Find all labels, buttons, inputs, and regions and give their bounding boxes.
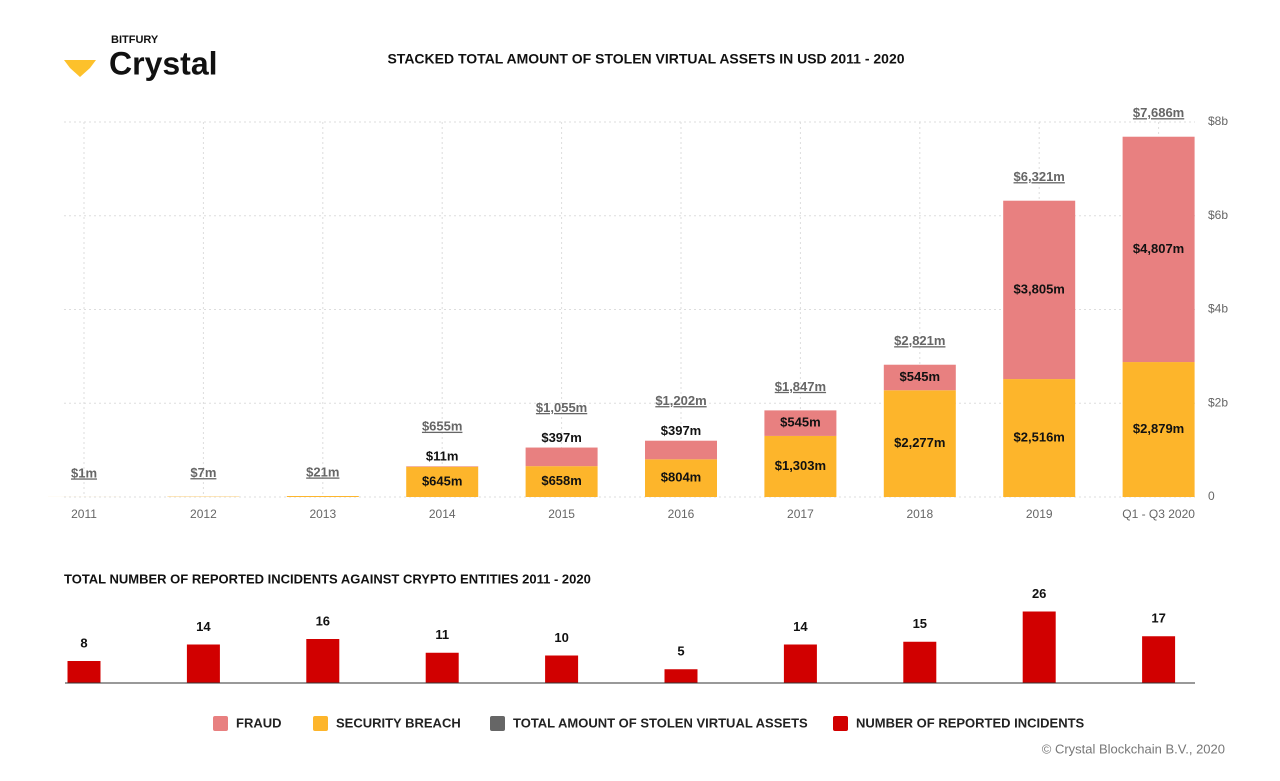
bar-segment — [764, 410, 837, 436]
x-tick-label: 2014 — [429, 507, 456, 521]
chart-title: STACKED TOTAL AMOUNT OF STOLEN VIRTUAL A… — [387, 51, 904, 67]
total-label: $2,821m — [894, 333, 945, 348]
total-label: $1,847m — [775, 379, 826, 394]
legend-swatch — [833, 716, 848, 731]
legend-swatch — [490, 716, 505, 731]
bar — [306, 639, 340, 683]
y-tick-label: $2b — [1208, 395, 1228, 409]
x-tick-label: 2017 — [787, 507, 814, 521]
y-tick-label: 0 — [1208, 489, 1215, 503]
data-label: $1,303m — [775, 458, 826, 473]
data-label: $397m — [541, 430, 581, 445]
bar-segment — [525, 447, 598, 467]
data-label: $2,277m — [894, 435, 945, 450]
data-label: 14 — [793, 619, 808, 634]
bar — [1142, 636, 1176, 683]
copyright: © Crystal Blockchain B.V., 2020 — [1042, 741, 1225, 756]
data-label: 17 — [1151, 611, 1165, 626]
data-label: $804m — [661, 470, 701, 485]
bar — [186, 644, 220, 683]
bar-segment — [406, 466, 479, 497]
data-label: 15 — [913, 616, 927, 631]
bar-segment — [1003, 200, 1076, 380]
bar-segment — [286, 496, 359, 497]
bar-segment — [406, 466, 479, 467]
data-label: 16 — [316, 613, 330, 628]
bar — [783, 644, 817, 683]
total-label: $7m — [190, 465, 216, 480]
bar-segment — [883, 390, 956, 497]
y-tick-label: $8b — [1208, 114, 1228, 128]
legend-swatch — [213, 716, 228, 731]
data-label: $2,516m — [1014, 429, 1065, 444]
y-tick-label: $4b — [1208, 302, 1228, 316]
total-label: $6,321m — [1014, 169, 1065, 184]
x-tick-label: 2018 — [906, 507, 933, 521]
data-label: 5 — [677, 644, 684, 659]
bar — [67, 661, 101, 683]
chart-title: TOTAL NUMBER OF REPORTED INCIDENTS AGAIN… — [64, 571, 591, 586]
y-tick-label: $6b — [1208, 208, 1228, 222]
bar-segment — [1122, 362, 1195, 497]
x-tick-label: 2011 — [71, 507, 97, 521]
data-label: 26 — [1032, 586, 1046, 601]
total-label: $1m — [71, 465, 97, 480]
legend-swatch — [313, 716, 328, 731]
total-label: $1,202m — [655, 393, 706, 408]
data-label: $545m — [900, 369, 940, 384]
bar-segment — [1122, 136, 1195, 363]
bar — [425, 652, 459, 683]
bar — [545, 655, 579, 683]
bar — [1022, 611, 1056, 683]
brand: BITFURY — [111, 34, 159, 46]
x-tick-label: 2012 — [190, 507, 217, 521]
bar — [664, 669, 698, 683]
data-label: 8 — [80, 635, 87, 650]
logo: Crystal — [109, 45, 218, 81]
data-label: $2,879m — [1133, 421, 1184, 436]
bar-segment — [645, 440, 717, 460]
data-label: 10 — [554, 630, 568, 645]
data-label: $397m — [661, 423, 701, 438]
x-tick-label: 2016 — [668, 507, 695, 521]
total-label: $21m — [306, 464, 339, 479]
data-label: $3,805m — [1014, 281, 1065, 296]
x-tick-label: Q1 - Q3 2020 — [1122, 507, 1195, 521]
data-label: 11 — [435, 627, 449, 642]
legend-label: SECURITY BREACH — [336, 715, 461, 730]
data-label: $545m — [780, 415, 820, 430]
legend-label: NUMBER OF REPORTED INCIDENTS — [856, 715, 1085, 730]
logo-icon — [64, 60, 96, 77]
x-tick-label: 2015 — [548, 507, 575, 521]
total-label: $7,686m — [1133, 105, 1184, 120]
data-label: $658m — [541, 473, 581, 488]
data-label: $4,807m — [1133, 241, 1184, 256]
bar-segment — [525, 466, 598, 497]
data-label: $11m — [426, 449, 459, 464]
bar — [903, 641, 937, 683]
legend-label: TOTAL AMOUNT OF STOLEN VIRTUAL ASSETS — [513, 715, 808, 730]
bar-segment — [883, 364, 956, 391]
bar-segment — [645, 459, 717, 497]
total-label: $655m — [422, 419, 462, 434]
bar-segment — [1003, 379, 1076, 497]
total-label: $1,055m — [536, 400, 587, 415]
legend-label: FRAUD — [236, 715, 282, 730]
data-label: 14 — [196, 619, 211, 634]
x-tick-label: 2019 — [1026, 507, 1053, 521]
x-tick-label: 2013 — [309, 507, 336, 521]
data-label: $645m — [422, 473, 462, 488]
bar-segment — [764, 435, 837, 497]
